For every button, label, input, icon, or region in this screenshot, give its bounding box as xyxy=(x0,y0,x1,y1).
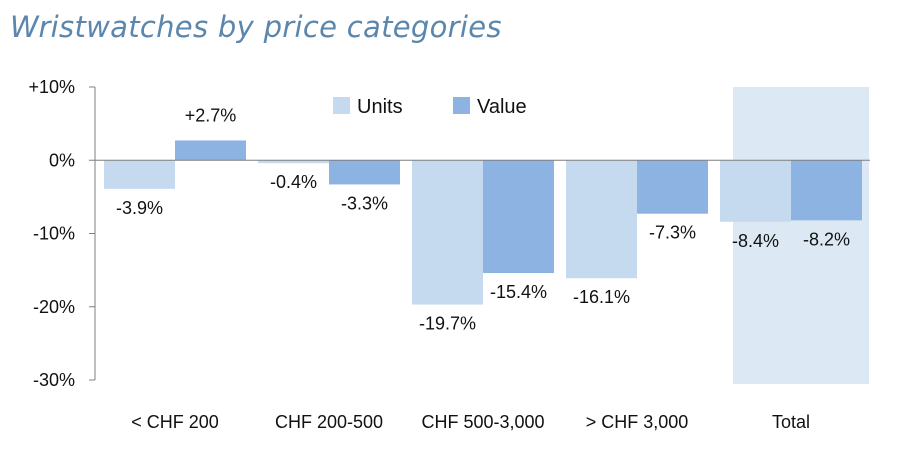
data-label: -7.3% xyxy=(649,223,696,243)
data-label: +2.7% xyxy=(185,105,237,125)
data-label: -3.3% xyxy=(341,193,388,213)
chart-title: Wristwatches by price categories xyxy=(10,10,502,44)
bar-value xyxy=(175,140,246,161)
y-tick-label: +10% xyxy=(28,77,75,97)
data-label: -0.4% xyxy=(270,172,317,192)
data-label: -15.4% xyxy=(490,282,547,302)
bar-units xyxy=(720,160,791,222)
bar-units xyxy=(566,160,637,279)
bar-value xyxy=(483,160,554,274)
y-tick-label: 0% xyxy=(49,150,75,170)
bar-units xyxy=(104,160,175,189)
data-label: -3.9% xyxy=(116,198,163,218)
y-tick-label: -20% xyxy=(33,297,75,317)
legend-swatch-value xyxy=(453,97,470,114)
data-label: -8.4% xyxy=(732,231,779,251)
bar-units xyxy=(412,160,483,305)
data-label: -8.2% xyxy=(803,229,850,249)
bar-value xyxy=(791,160,862,221)
x-category-label: CHF 200-500 xyxy=(275,412,383,432)
legend-label: Units xyxy=(357,96,403,118)
bar-value xyxy=(637,160,708,214)
x-category-label: Total xyxy=(772,412,810,432)
legend-swatch-units xyxy=(333,97,350,114)
y-tick-label: -30% xyxy=(33,370,75,390)
bar-units xyxy=(258,160,329,164)
data-label: -19.7% xyxy=(419,314,476,334)
x-category-label: > CHF 3,000 xyxy=(586,412,689,432)
data-label: -16.1% xyxy=(573,287,630,307)
bar-value xyxy=(329,160,400,185)
y-tick-label: -10% xyxy=(33,224,75,244)
legend-label: Value xyxy=(477,96,527,118)
x-category-label: < CHF 200 xyxy=(131,412,219,432)
highlight-band xyxy=(733,87,869,384)
x-category-label: CHF 500-3,000 xyxy=(421,412,544,432)
